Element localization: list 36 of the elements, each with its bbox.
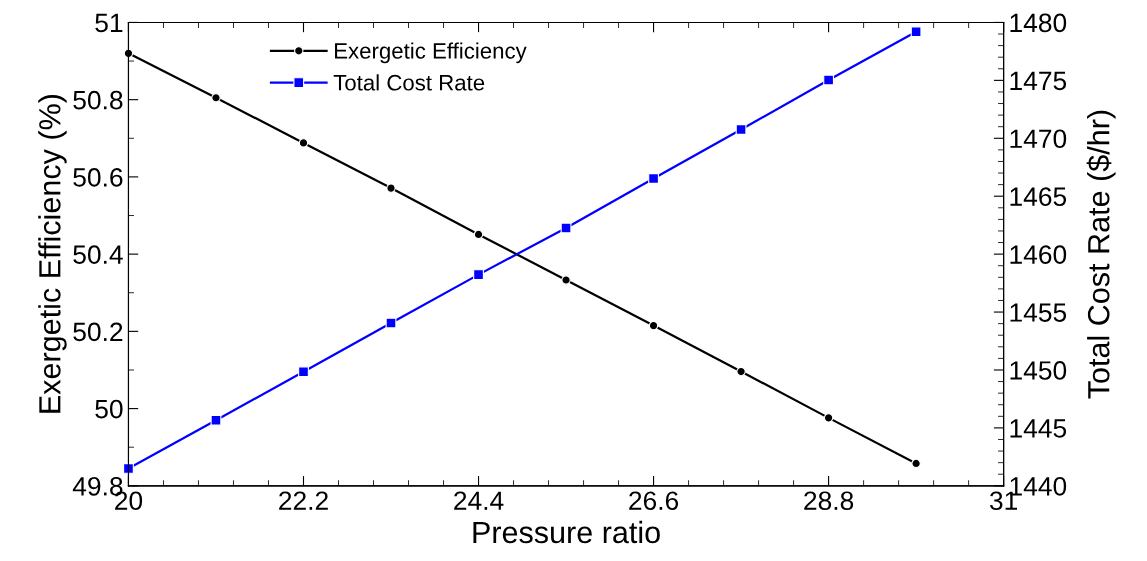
y2-tick-label: 1475 xyxy=(1010,71,1067,91)
point xyxy=(910,26,922,38)
x-tick-label: 24.4 xyxy=(454,491,504,510)
y-axis-title: Exergetic Efficiency (%) xyxy=(38,94,67,413)
y-tick-label: 50.4 xyxy=(73,245,123,264)
point xyxy=(823,413,834,423)
y2-tick-label: 1470 xyxy=(1010,129,1067,149)
point xyxy=(561,275,571,285)
point xyxy=(211,93,221,103)
point xyxy=(735,124,747,135)
legend-label: Total Cost Rate xyxy=(333,74,485,91)
y-tick-label: 50.8 xyxy=(73,90,123,110)
point xyxy=(823,74,835,86)
x-axis-title: Pressure ratio xyxy=(473,520,660,544)
point xyxy=(298,138,309,148)
x-tick-label: 28.8 xyxy=(804,491,854,511)
point xyxy=(473,229,484,240)
y2-tick-label: 1460 xyxy=(1010,245,1067,264)
y2-tick-label: 1450 xyxy=(1010,361,1067,380)
y-tick-label: 51 xyxy=(95,13,123,33)
point xyxy=(386,183,396,193)
legend-label: Exergetic Efficiency xyxy=(335,42,527,64)
y2-tick-label: 1455 xyxy=(1010,303,1067,322)
y2-axis-title: Total Cost Rate ($/hr) xyxy=(1086,110,1116,399)
point xyxy=(911,458,921,469)
y-tick-label: 50.6 xyxy=(73,168,123,187)
point xyxy=(123,463,134,474)
y-tick-label: 50 xyxy=(95,399,123,419)
y2-tick-label: 1480 xyxy=(1010,13,1067,33)
y2-tick-label: 1465 xyxy=(1010,187,1067,207)
x-tick-label: 22.2 xyxy=(279,491,328,510)
y2-tick-label: 1445 xyxy=(1010,419,1067,438)
point xyxy=(648,173,659,184)
y-tick-label: 50.2 xyxy=(73,322,123,342)
point xyxy=(210,414,222,426)
x-tick-label: 26.6 xyxy=(629,491,679,511)
